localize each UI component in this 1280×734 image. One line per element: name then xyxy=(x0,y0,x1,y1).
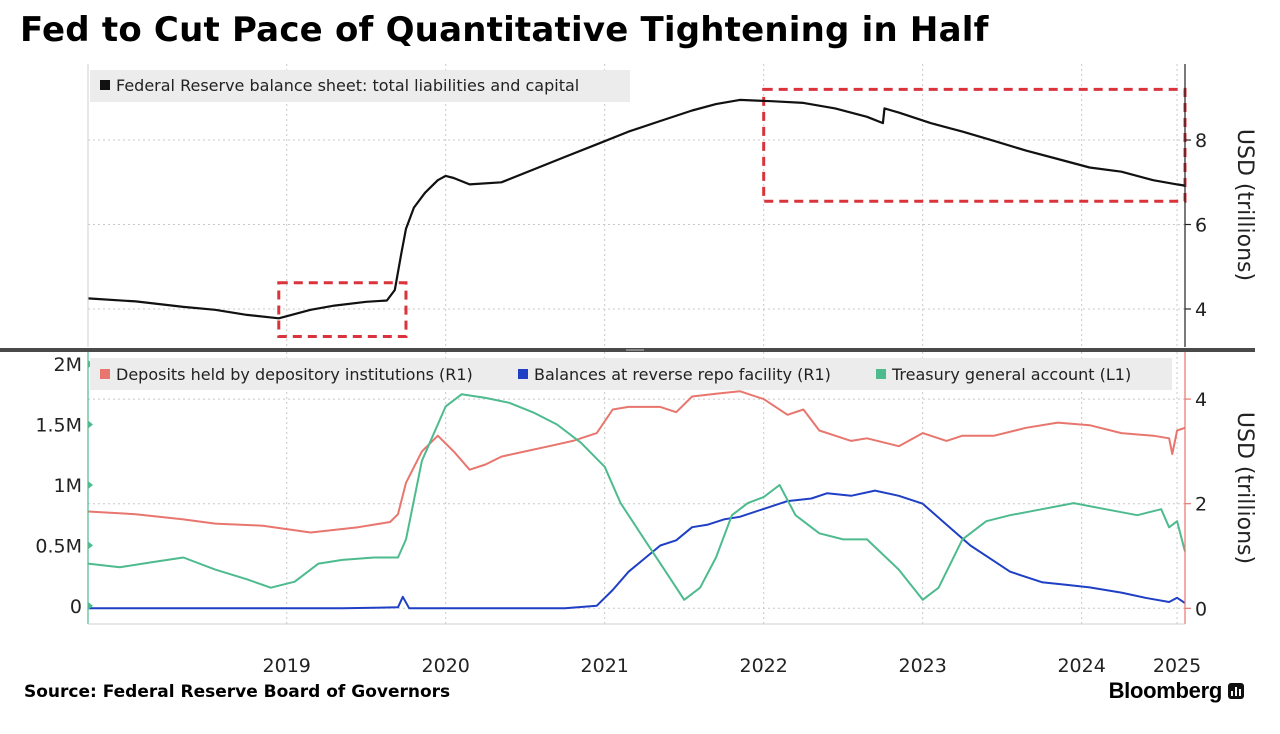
x-tick-label-2025: 2025 xyxy=(1153,655,1201,677)
x-tick-label-2023: 2023 xyxy=(898,655,946,677)
x-tick-label-2019: 2019 xyxy=(263,655,311,677)
grid xyxy=(88,64,1185,624)
top-legend: Federal Reserve balance sheet: total lia… xyxy=(90,70,630,102)
bottom-left-tick-label-1: 0.5M xyxy=(35,535,82,557)
bottom-left-tick-label-3: 1.5M xyxy=(35,415,82,437)
source-note: Source: Federal Reserve Board of Governo… xyxy=(24,682,451,702)
bottom-left-tick-mark-1 xyxy=(88,541,93,550)
bottom-right-tick-label-1: 2 xyxy=(1195,494,1207,516)
chart-title: Fed to Cut Pace of Quantitative Tighteni… xyxy=(20,10,989,50)
series-line-deposits xyxy=(87,390,1186,534)
series-line-reverse-repo xyxy=(88,489,1186,610)
top-y-tick-label-8: 8 xyxy=(1195,130,1207,152)
bottom-right-tick-label-0: 0 xyxy=(1195,598,1207,620)
top-y-tick-label-6: 6 xyxy=(1195,215,1207,237)
bottom-plot-area xyxy=(88,352,1185,624)
legend-swatch-reverse-repo xyxy=(518,369,528,379)
highlight-boxes xyxy=(277,87,1187,338)
legend-swatch-tga xyxy=(876,369,886,379)
legend-label-balance-sheet: Federal Reserve balance sheet: total lia… xyxy=(116,76,579,95)
legend-label-reverse-repo: Balances at reverse repo facility (R1) xyxy=(534,365,831,384)
legend-swatch-deposits xyxy=(100,369,110,379)
series-lines xyxy=(87,98,1186,610)
bottom-right-y-axis-label: USD (trillions) xyxy=(1232,412,1257,564)
bottom-left-tick-mark-3 xyxy=(88,420,93,429)
bottom-left-tick-mark-0 xyxy=(88,601,93,610)
brand-logo: Bloomberg xyxy=(1109,678,1244,704)
brand-name: Bloomberg xyxy=(1108,678,1223,703)
x-tick-label-2021: 2021 xyxy=(581,655,629,677)
bottom-left-tick-label-4: 2M xyxy=(54,354,82,376)
bottom-legend: Deposits held by depository institutions… xyxy=(90,358,1172,390)
highlight-box-2 xyxy=(762,87,1187,203)
bottom-right-tick-label-2: 4 xyxy=(1195,389,1207,411)
bottom-left-tick-mark-2 xyxy=(88,480,93,489)
legend-label-tga: Treasury general account (L1) xyxy=(891,365,1131,384)
series-line-balance-sheet xyxy=(87,98,1186,320)
legend-label-deposits: Deposits held by depository institutions… xyxy=(116,365,473,384)
top-plot-area xyxy=(88,64,1185,347)
legend-swatch-balance-sheet xyxy=(100,80,110,90)
bottom-left-tick-label-2: 1M xyxy=(54,475,82,497)
x-tick-label-2022: 2022 xyxy=(740,655,788,677)
highlight-box-1 xyxy=(277,281,408,338)
x-tick-label-2020: 2020 xyxy=(422,655,470,677)
x-tick-label-2024: 2024 xyxy=(1057,655,1105,677)
bottom-left-tick-label-0: 0 xyxy=(70,596,82,618)
top-y-axis-label: USD (trillions) xyxy=(1232,129,1257,281)
bloomberg-terminal-icon xyxy=(1228,683,1244,699)
axes: 4 6 8 0 0.5M 1M 1.5M 2M 0 2 4 2019 2020 2021 2022 2023 2… xyxy=(35,64,1207,677)
series-line-tga xyxy=(87,393,1186,601)
top-y-tick-label-4: 4 xyxy=(1195,299,1207,321)
